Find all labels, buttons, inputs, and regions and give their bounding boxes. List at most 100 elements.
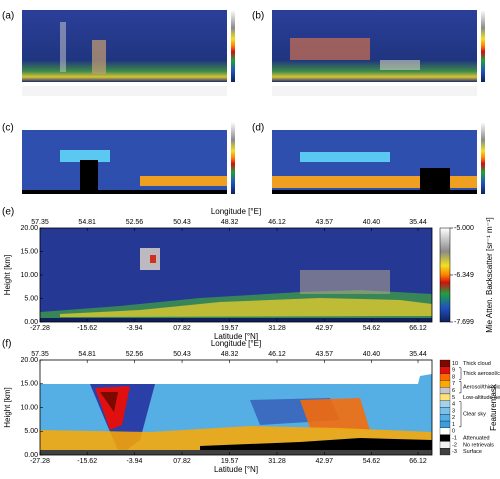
x-tick-label: 42.97 xyxy=(316,458,334,465)
y-axis-label: Height [km] xyxy=(3,255,12,295)
panel-label: (f) xyxy=(2,339,11,350)
colorbar-level xyxy=(439,386,451,395)
group-bracket xyxy=(459,401,462,428)
x-tick-label: 54.62 xyxy=(363,458,381,465)
colorbar-tick-label: -3 xyxy=(452,449,457,455)
panel-a xyxy=(22,10,235,96)
x-tick-label: -27.28 xyxy=(30,325,50,332)
colorbar-level xyxy=(439,407,451,415)
x2-tick-label: 57.35 xyxy=(31,351,49,358)
colorbar-tick-label: 3 xyxy=(452,408,455,414)
x-axis-label: Latitude [°N] xyxy=(214,465,258,474)
x-tick-label: -15.62 xyxy=(77,458,97,465)
panel-b xyxy=(272,10,485,96)
y-tick-label: 20.00 xyxy=(20,225,38,232)
backscatter-curtain xyxy=(40,228,432,322)
x2-tick-label: 57.35 xyxy=(31,219,49,226)
x-tick-label: 66.12 xyxy=(409,458,427,465)
panel-label: (e) xyxy=(2,207,14,218)
colorbar-tick-label: -6.349 xyxy=(454,272,474,279)
y-tick-label: 20.00 xyxy=(20,357,38,364)
x2-axis-label: Longitude [°E] xyxy=(211,339,261,348)
panel-d xyxy=(272,122,485,194)
x-tick-label: 31.28 xyxy=(268,325,286,332)
group-label: Aerosol/thin cloud xyxy=(463,385,500,391)
group-label: Surface xyxy=(463,449,482,455)
x2-tick-label: 48.32 xyxy=(221,219,239,226)
colorbar-tick-label: 1 xyxy=(452,422,455,428)
x2-tick-label: 35.44 xyxy=(409,219,427,226)
x2-tick-label: 54.81 xyxy=(78,219,96,226)
y-tick-label: 15.00 xyxy=(20,248,38,255)
panel-label: (b) xyxy=(252,11,264,22)
colorbar-level xyxy=(439,420,451,429)
colorbar-label: Featuremask xyxy=(489,383,498,431)
colorbar-tick-label: -5.000 xyxy=(454,225,474,232)
colorbar-level xyxy=(439,373,451,381)
group-label: Thick aerosol/cloud xyxy=(463,371,500,377)
group-label: Clear sky xyxy=(463,412,486,418)
y-axis-label: Height [km] xyxy=(3,387,12,427)
x-tick-label: 42.97 xyxy=(316,325,334,332)
x2-tick-label: 40.40 xyxy=(363,219,381,226)
colorbar-tick-label: -1 xyxy=(452,435,457,441)
panel-label: (a) xyxy=(2,11,14,22)
colorbar-level xyxy=(439,427,451,435)
x-tick-label: 31.28 xyxy=(268,458,286,465)
colorbar-tick-label: 4 xyxy=(452,402,455,408)
colorbar-tick-label: 6 xyxy=(452,388,455,394)
x2-tick-label: 48.32 xyxy=(221,351,239,358)
y-tick-label: 5.00 xyxy=(24,428,38,435)
colorbar-tick-label: 7 xyxy=(452,381,455,387)
colorbar-level xyxy=(439,448,451,456)
colorbar-level xyxy=(439,393,451,401)
x2-tick-label: 43.57 xyxy=(316,351,334,358)
x2-tick-label: 46.12 xyxy=(268,351,286,358)
x-tick-label: 07.82 xyxy=(173,458,191,465)
panel-c xyxy=(22,122,235,194)
colorbar-level xyxy=(439,434,451,442)
colorbar-level xyxy=(439,380,451,388)
x2-tick-label: 52.56 xyxy=(126,219,144,226)
x2-tick-label: 43.57 xyxy=(316,219,334,226)
group-label: Attenuated xyxy=(463,435,490,441)
x2-tick-label: 50.43 xyxy=(173,351,191,358)
y-tick-label: 0.00 xyxy=(24,452,38,459)
colorbar-tick-label: 10 xyxy=(452,361,458,367)
colorbar-tick-label: 0 xyxy=(452,429,455,435)
x-tick-label: -15.62 xyxy=(77,325,97,332)
x2-tick-label: 50.43 xyxy=(173,219,191,226)
feature-mask xyxy=(40,360,432,455)
x-tick-label: 19.57 xyxy=(221,458,239,465)
x-tick-label: -3.94 xyxy=(126,325,142,332)
group-label: Thick cloud xyxy=(463,361,491,367)
colorbar-tick-label: 8 xyxy=(452,374,455,380)
colorbar-tick-label: 5 xyxy=(452,395,455,401)
x-tick-label: 54.62 xyxy=(363,325,381,332)
x2-tick-label: 52.56 xyxy=(126,351,144,358)
x-tick-label: 66.12 xyxy=(409,325,427,332)
x-tick-label: 19.57 xyxy=(221,325,239,332)
y-tick-label: 0.00 xyxy=(24,319,38,326)
colorbar-label: Mie Atten. Backscatter [sr⁻¹ m⁻¹] xyxy=(485,217,494,333)
x-tick-label: 07.82 xyxy=(173,325,191,332)
group-bracket xyxy=(459,381,462,394)
y-tick-label: 10.00 xyxy=(20,272,38,279)
panel-label: (c) xyxy=(2,123,14,134)
colorbar-level xyxy=(439,414,451,422)
y-tick-label: 5.00 xyxy=(24,295,38,302)
x-tick-label: -3.94 xyxy=(126,458,142,465)
colorbar-tick-label: 9 xyxy=(452,368,455,374)
group-label: Low-altitude aerosols xyxy=(463,395,500,401)
colorbar-tick-label: -7.699 xyxy=(454,319,474,326)
x2-tick-label: 35.44 xyxy=(409,351,427,358)
x-tick-label: -27.28 xyxy=(30,458,50,465)
colorbar-level xyxy=(439,359,451,367)
x2-tick-label: 54.81 xyxy=(78,351,96,358)
y-tick-label: 15.00 xyxy=(20,381,38,388)
colorbar-tick-label: 2 xyxy=(452,415,455,421)
x2-axis-label: Longitude [°E] xyxy=(211,207,261,216)
group-bracket xyxy=(459,367,462,380)
colorbar-tick-label: -2 xyxy=(452,442,457,448)
